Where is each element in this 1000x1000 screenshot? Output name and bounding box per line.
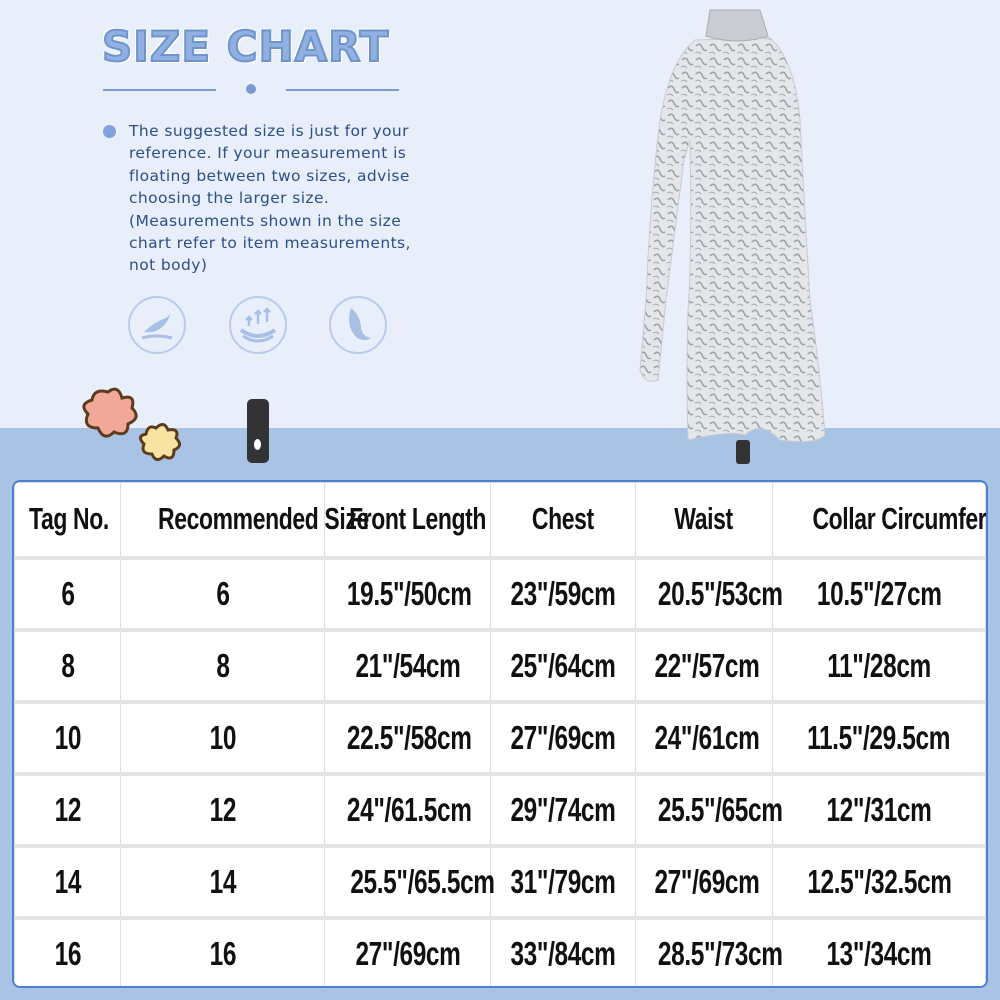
cell-text: 19.5"/50cm xyxy=(346,574,472,612)
cell-text: 11"/28cm xyxy=(827,646,931,684)
cell-text: 12 xyxy=(54,790,81,828)
table-cell: 31"/79cm xyxy=(490,843,636,918)
table-cell: 10 xyxy=(14,699,121,774)
table-cell: 14 xyxy=(120,843,325,918)
cell-text: 25.5"/65cm xyxy=(657,790,783,828)
table-cell: 6 xyxy=(14,555,121,630)
table-cell: 29"/74cm xyxy=(490,771,636,846)
cell-text: 27"/69cm xyxy=(354,935,461,973)
table-cell: 20.5"/53cm xyxy=(635,555,783,630)
table-cell: 25.5"/65cm xyxy=(635,771,783,846)
table-cell: 25"/64cm xyxy=(490,627,636,702)
cell-text: 16 xyxy=(54,935,81,973)
header-tag-no: Tag No. xyxy=(14,482,121,558)
table-row: 14 14 25.5"/65.5cm 31"/79cm 27"/69cm 12.5"/32… xyxy=(14,843,986,918)
cell-text: 12.5"/32.5cm xyxy=(806,862,952,900)
header-collar-circumference: Collar Circumference xyxy=(772,482,986,558)
table-cell: 12.5"/32.5cm xyxy=(772,843,986,918)
cell-text: 10.5"/27cm xyxy=(816,574,942,612)
cell-text: 11.5"/29.5cm xyxy=(807,718,951,756)
cell-text: 24"/61.5cm xyxy=(346,790,472,828)
table-row: 12 12 24"/61.5cm 29"/74cm 25.5"/65cm 12"/31cm xyxy=(14,771,986,846)
cell-text: 20.5"/53cm xyxy=(657,574,783,612)
table-cell: 16 xyxy=(14,915,121,986)
page-title: SIZE CHART xyxy=(101,21,390,72)
cell-text: 16 xyxy=(209,935,236,973)
header-front-length: Front Length xyxy=(324,482,491,558)
header-waist: Waist xyxy=(635,482,773,558)
clip-decoration xyxy=(247,399,269,463)
table-cell: 13"/34cm xyxy=(772,915,986,986)
table-cell: 22"/57cm xyxy=(635,627,773,702)
cell-text: 10 xyxy=(54,718,81,756)
table-cell: 21"/54cm xyxy=(324,627,491,702)
table-row: 16 16 27"/69cm 33"/84cm 28.5"/73cm 13"/34cm xyxy=(14,915,986,986)
table-cell: 24"/61.5cm xyxy=(324,771,491,846)
cell-text: 12"/31cm xyxy=(826,790,932,828)
table-cell: 28.5"/73cm xyxy=(635,915,783,986)
table-cell: 10 xyxy=(120,699,325,774)
cell-text: 25.5"/65.5cm xyxy=(350,862,495,900)
table-cell: 12"/31cm xyxy=(772,771,986,846)
cell-text: 27"/69cm xyxy=(510,718,616,756)
table-cell: 11.5"/29.5cm xyxy=(772,699,986,774)
lightweight-feather-icon xyxy=(329,296,387,354)
table-cell: 19.5"/50cm xyxy=(324,555,491,630)
table-cell: 11"/28cm xyxy=(772,627,986,702)
cell-text: 27"/69cm xyxy=(654,862,760,900)
cell-text: 22"/57cm xyxy=(654,646,760,684)
cell-text: 24"/61cm xyxy=(654,718,760,756)
divider xyxy=(286,89,399,91)
bullet-icon xyxy=(103,125,116,138)
cell-text: 6 xyxy=(215,574,230,612)
table-cell: 8 xyxy=(14,627,121,702)
divider-dot xyxy=(246,84,256,94)
cell-text: 31"/79cm xyxy=(510,862,616,900)
table-row: 6 6 19.5"/50cm 23"/59cm 20.5"/53cm 10.5"/27cm xyxy=(14,555,986,630)
header-recommended-size: Recommended Size xyxy=(120,482,369,558)
clip-decoration xyxy=(736,440,750,464)
table-cell: 23"/59cm xyxy=(490,555,636,630)
table-cell: 14 xyxy=(14,843,121,918)
table-row: 10 10 22.5"/58cm 27"/69cm 24"/61cm 11.5"/29.5… xyxy=(14,699,986,774)
table-header-row: Tag No. Recommended Size Front Length Ch… xyxy=(14,482,986,558)
table-cell: 22.5"/58cm xyxy=(324,699,491,774)
flower-decoration xyxy=(82,387,181,461)
table-cell: 27"/69cm xyxy=(490,699,636,774)
table-cell: 33"/84cm xyxy=(490,915,636,986)
table-cell: 12 xyxy=(120,771,325,846)
size-table: Tag No. Recommended Size Front Length Ch… xyxy=(12,480,988,988)
cell-text: 10 xyxy=(209,718,236,756)
cell-text: 6 xyxy=(60,574,75,612)
table-row: 8 8 21"/54cm 25"/64cm 22"/57cm 11"/28cm xyxy=(14,627,986,702)
cell-text: 8 xyxy=(60,646,75,684)
cell-text: 22.5"/58cm xyxy=(346,718,472,756)
cell-text: 33"/84cm xyxy=(510,935,616,973)
table-cell: 16 xyxy=(120,915,325,986)
soft-hand-icon xyxy=(128,296,186,354)
breathable-icon xyxy=(229,296,287,354)
cell-text: 14 xyxy=(209,862,236,900)
product-image-leotard xyxy=(639,9,826,443)
table-cell: 6 xyxy=(120,555,325,630)
table-cell: 12 xyxy=(14,771,121,846)
cell-text: 12 xyxy=(209,790,236,828)
divider xyxy=(103,89,216,91)
cell-text: 13"/34cm xyxy=(826,935,932,973)
table-cell: 27"/69cm xyxy=(324,915,491,986)
table-cell: 25.5"/65.5cm xyxy=(324,843,495,918)
table-cell: 24"/61cm xyxy=(635,699,773,774)
cell-text: 21"/54cm xyxy=(354,646,461,684)
cell-text: 8 xyxy=(215,646,230,684)
table-cell: 8 xyxy=(120,627,325,702)
cell-text: 23"/59cm xyxy=(510,574,616,612)
cell-text: 29"/74cm xyxy=(510,790,616,828)
cell-text: 25"/64cm xyxy=(510,646,616,684)
cell-text: 28.5"/73cm xyxy=(657,935,783,973)
table-cell: 27"/69cm xyxy=(635,843,773,918)
table-cell: 10.5"/27cm xyxy=(772,555,986,630)
size-note: The suggested size is just for your refe… xyxy=(129,122,411,275)
cell-text: 14 xyxy=(54,862,81,900)
header-chest: Chest xyxy=(490,482,636,558)
